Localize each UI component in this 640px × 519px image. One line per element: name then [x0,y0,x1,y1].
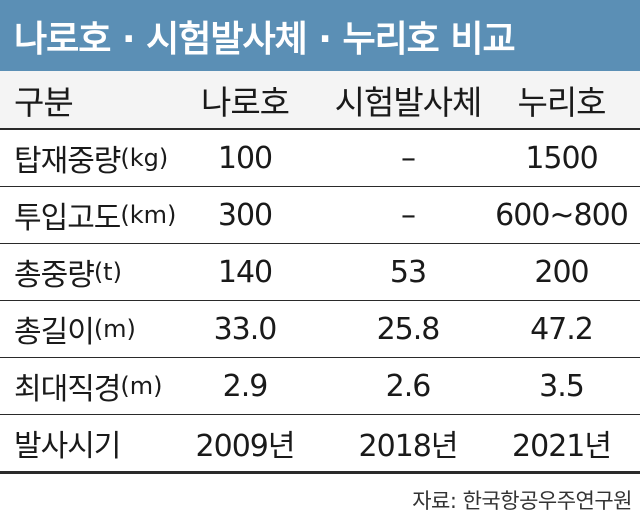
row-label: 총중량 (t) [14,244,122,300]
comparison-table: 구분 나로호 시험발사체 누리호 탑재중량 (kg) 100 – 1500 투입고… [0,71,640,474]
table-row-max-diameter: 최대직경 (m) 2.9 2.6 3.5 [0,358,640,415]
cell-test-vehicle: 2018년 [358,429,459,464]
row-label: 총길이 (m) [14,301,136,357]
cell-test-vehicle: – [401,140,416,176]
header-naro: 나로호 [200,82,290,122]
row-label: 탑재중량 (kg) [14,130,168,186]
cell-nuri: 2021년 [512,429,612,464]
row-label-text: 최대직경 [14,372,121,407]
cell-naro: 300 [217,197,273,233]
row-label-text: 총중량 [14,258,95,293]
table-row-total-length: 총길이 (m) 33.0 25.8 47.2 [0,301,640,358]
row-label: 최대직경 (m) [14,358,163,414]
cell-nuri: 1500 [525,140,598,176]
cell-naro: 2009년 [195,429,296,464]
table-row-total-weight: 총중량 (t) 140 53 200 [0,244,640,301]
table-row-altitude: 투입고도 (km) 300 – 600~800 [0,187,640,244]
cell-nuri: 600~800 [495,197,629,233]
row-unit: (m) [120,372,163,400]
row-label: 투입고도 (km) [14,187,176,243]
header-nuri: 누리호 [517,82,606,122]
title-bar: 나로호 · 시험발사체 · 누리호 비교 [0,0,640,71]
row-unit: (t) [93,258,122,286]
row-label-text: 발사시기 [14,429,121,464]
row-label-text: 탑재중량 [14,144,121,179]
header-category: 구분 [14,82,74,122]
row-label-text: 총길이 [14,315,95,350]
cell-nuri: 200 [534,254,589,290]
row-unit: (kg) [120,144,169,172]
page-title: 나로호 · 시험발사체 · 누리호 비교 [14,18,516,60]
row-label-text: 투입고도 [14,201,121,236]
source-credit: 자료: 한국항공우주연구원 [412,489,632,513]
row-label: 발사시기 [14,415,121,471]
cell-naro: 33.0 [213,311,278,347]
cell-nuri: 47.2 [530,311,594,347]
table-row-payload: 탑재중량 (kg) 100 – 1500 [0,130,640,187]
cell-test-vehicle: 53 [389,254,427,290]
cell-naro: 2.9 [222,368,269,404]
cell-test-vehicle: – [401,197,416,233]
table-header-row: 구분 나로호 시험발사체 누리호 [0,71,640,130]
cell-naro: 140 [217,254,273,290]
table-row-launch-date: 발사시기 2009년 2018년 2021년 [0,415,640,474]
row-unit: (km) [120,201,177,229]
cell-test-vehicle: 25.8 [376,311,441,347]
header-test-vehicle: 시험발사체 [334,82,483,122]
cell-naro: 100 [217,140,273,176]
cell-test-vehicle: 2.6 [385,368,432,404]
cell-nuri: 3.5 [539,368,585,404]
row-unit: (m) [93,315,136,343]
